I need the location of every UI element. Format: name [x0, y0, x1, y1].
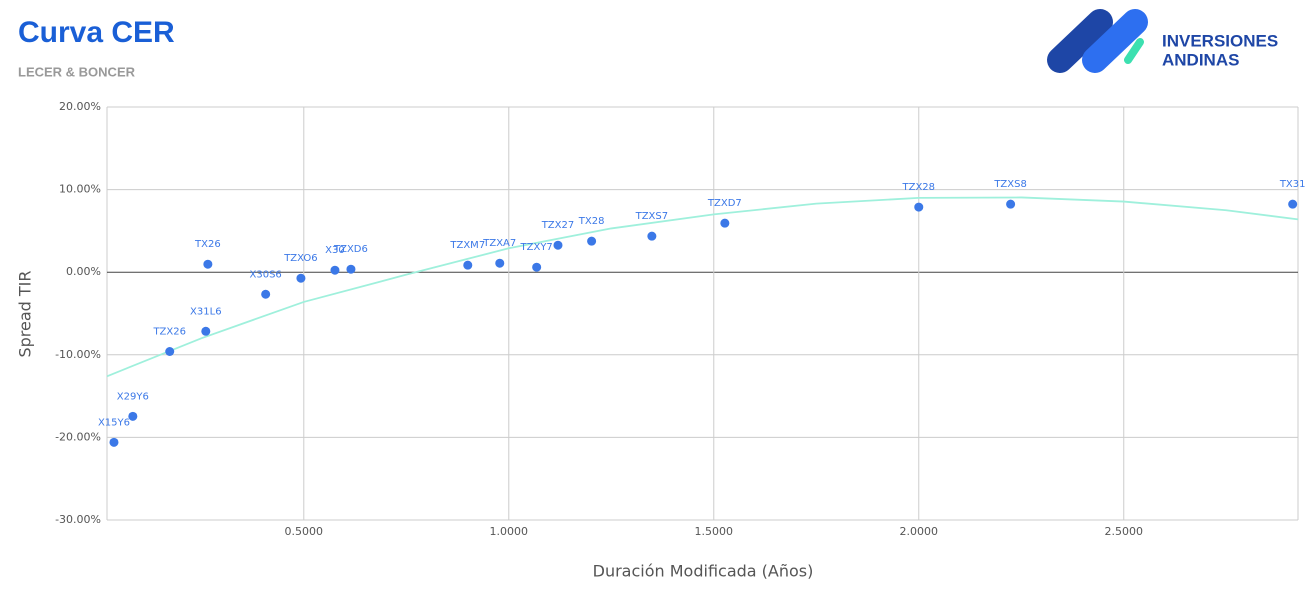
x-axis-title: Duración Modificada (Años) — [593, 562, 814, 581]
trendline — [106, 196, 1299, 378]
data-point — [1288, 199, 1298, 209]
data-point — [330, 265, 340, 275]
y-axis-title: Spread TIR — [16, 270, 35, 357]
data-point — [165, 346, 175, 356]
data-label: X29Y6 — [117, 391, 149, 402]
data-point — [128, 411, 138, 421]
data-label: TZXO6 — [283, 253, 317, 264]
y-tick-label: -20.00% — [55, 430, 101, 443]
y-tick-label: 10.00% — [59, 183, 101, 196]
data-label: TZXS7 — [635, 211, 669, 222]
x-tick-label: 2.5000 — [1105, 525, 1144, 538]
y-tick-label: -10.00% — [55, 348, 101, 361]
data-label: TZX26 — [152, 326, 186, 337]
data-point — [495, 258, 505, 268]
data-point — [1006, 199, 1016, 209]
x-tick-label: 1.0000 — [490, 525, 529, 538]
data-point — [296, 273, 306, 283]
data-point — [647, 231, 657, 241]
data-label: TZXY7 — [520, 242, 553, 253]
chart-subtitle: LECER & BONCER — [18, 64, 136, 79]
logo: INVERSIONES ANDINAS — [1047, 9, 1278, 73]
data-label: X15Y6 — [98, 417, 130, 428]
logo-text: ANDINAS — [1162, 50, 1239, 69]
logo-shape — [1047, 9, 1113, 73]
y-tick-label: 20.00% — [59, 100, 101, 113]
data-label: TZXD6 — [333, 244, 368, 255]
data-label: TZX28 — [901, 182, 935, 193]
data-point — [914, 202, 924, 212]
x-tick-label: 0.5000 — [285, 525, 324, 538]
data-label: X30S6 — [250, 269, 282, 280]
data-point — [553, 240, 563, 250]
data-point — [203, 259, 213, 269]
data-point — [463, 260, 473, 270]
data-label: TX31 — [1279, 179, 1306, 190]
logo-shape — [1124, 38, 1144, 64]
logo-shape — [1082, 9, 1148, 73]
data-point — [587, 236, 597, 246]
data-label: X30 — [325, 245, 345, 256]
x-tick-label: 2.0000 — [900, 525, 939, 538]
data-label: TZXS8 — [993, 179, 1027, 190]
data-label: TZXA7 — [482, 238, 516, 249]
data-point — [261, 289, 271, 299]
chart-title: Curva CER — [18, 16, 175, 49]
data-label: TX26 — [194, 239, 221, 250]
data-point — [109, 437, 119, 447]
y-tick-label: -30.00% — [55, 513, 101, 526]
data-label: X31L6 — [190, 306, 222, 317]
data-point — [346, 264, 356, 274]
logo-text: INVERSIONES — [1162, 31, 1278, 50]
data-label: TX28 — [578, 216, 605, 227]
data-point — [720, 218, 730, 228]
x-tick-label: 1.5000 — [695, 525, 734, 538]
y-tick-label: 0.00% — [66, 265, 101, 278]
data-point — [532, 262, 542, 272]
data-label: TZXD7 — [707, 198, 742, 209]
data-label: TZX27 — [541, 220, 575, 231]
data-point — [201, 326, 211, 336]
data-label: TZXM7 — [449, 240, 485, 251]
